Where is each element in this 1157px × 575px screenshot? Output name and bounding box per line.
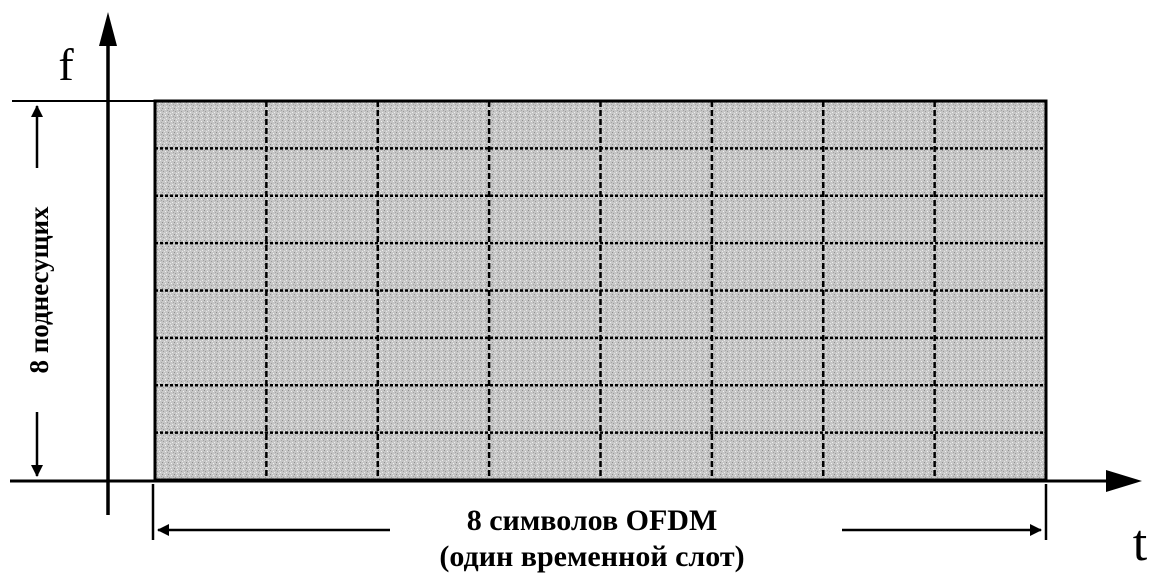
grid-lines [155,101,1046,480]
resource-grid [153,99,1048,482]
slot-label: (один временной слот) [439,540,744,573]
time-axis-label: t [1133,515,1148,572]
symbols-label: 8 символов OFDM [467,504,718,537]
time-axis: t [10,470,1148,572]
symbols-dimension: 8 символов OFDM (один временной слот) [151,484,1048,573]
subcarriers-dimension: 8 поднесущих [22,105,56,477]
subcarriers-label-backing [22,201,56,378]
frequency-axis-label: f [58,39,74,90]
subcarriers-label: 8 поднесущих [24,206,54,374]
symbols-label-backing [462,502,722,539]
time-axis-arrowhead [1106,470,1142,492]
frequency-axis-arrowhead [99,12,117,46]
frequency-axis: f [58,12,117,515]
